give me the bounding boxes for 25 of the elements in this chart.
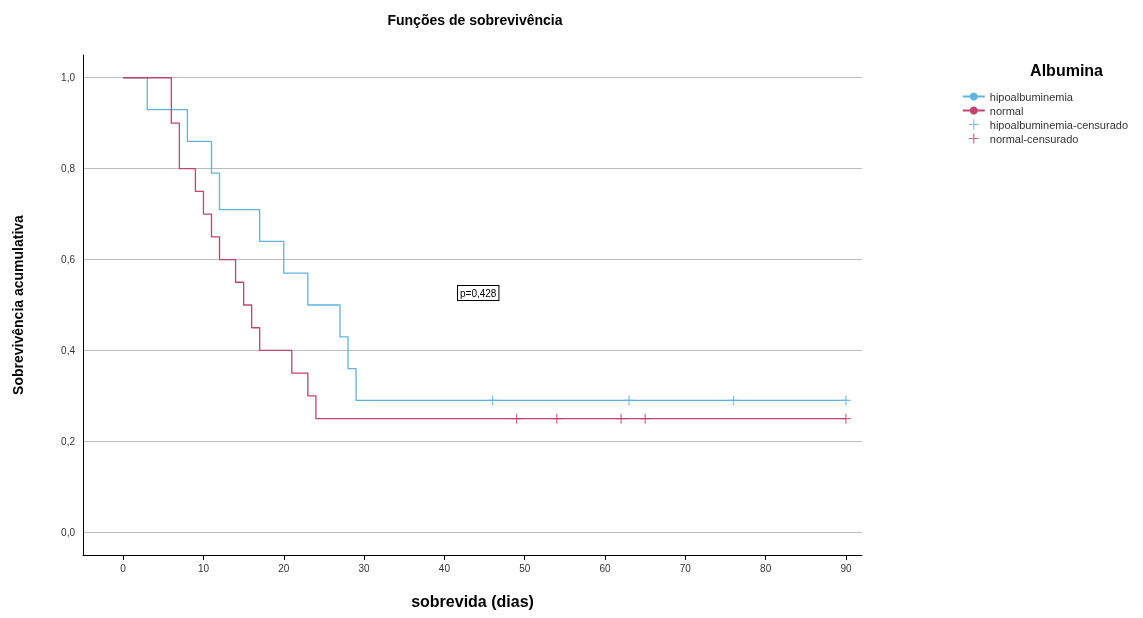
annotation: p=0,428 (460, 287, 497, 299)
x-tick-label: 10 (197, 562, 210, 574)
x-tick-label: 80 (760, 562, 772, 574)
x-tick-label: 50 (519, 562, 531, 574)
y-tick-label: 0,0 (61, 526, 76, 538)
y-tick-label: 1,0 (61, 72, 76, 84)
x-tick-label: 90 (840, 562, 852, 574)
x-tick-label: 60 (599, 562, 612, 574)
legend-label: hipoalbuminemia (989, 90, 1074, 103)
chart-title: Funções de sobrevivência (387, 12, 563, 28)
x-tick-label: 70 (679, 562, 692, 574)
x-tick-label: 20 (278, 562, 290, 574)
y-tick-label: 0,6 (61, 254, 76, 266)
x-axis-title: sobrevida (dias) (411, 592, 534, 610)
legend-label: hipoalbuminemia-censurado (989, 118, 1129, 131)
x-tick-label: 30 (358, 562, 371, 574)
legend-label: normal-censurado (989, 132, 1079, 145)
y-axis-title: Sobrevivência acumulativa (10, 214, 26, 395)
legend-title: Albumina (1030, 61, 1104, 79)
legend-label: normal (989, 104, 1024, 117)
y-tick-label: 0,4 (61, 344, 76, 356)
y-tick-label: 0,8 (61, 163, 76, 175)
x-tick-label: 40 (438, 562, 451, 574)
x-tick-label: 0 (120, 562, 127, 574)
y-tick-label: 0,2 (61, 435, 76, 447)
